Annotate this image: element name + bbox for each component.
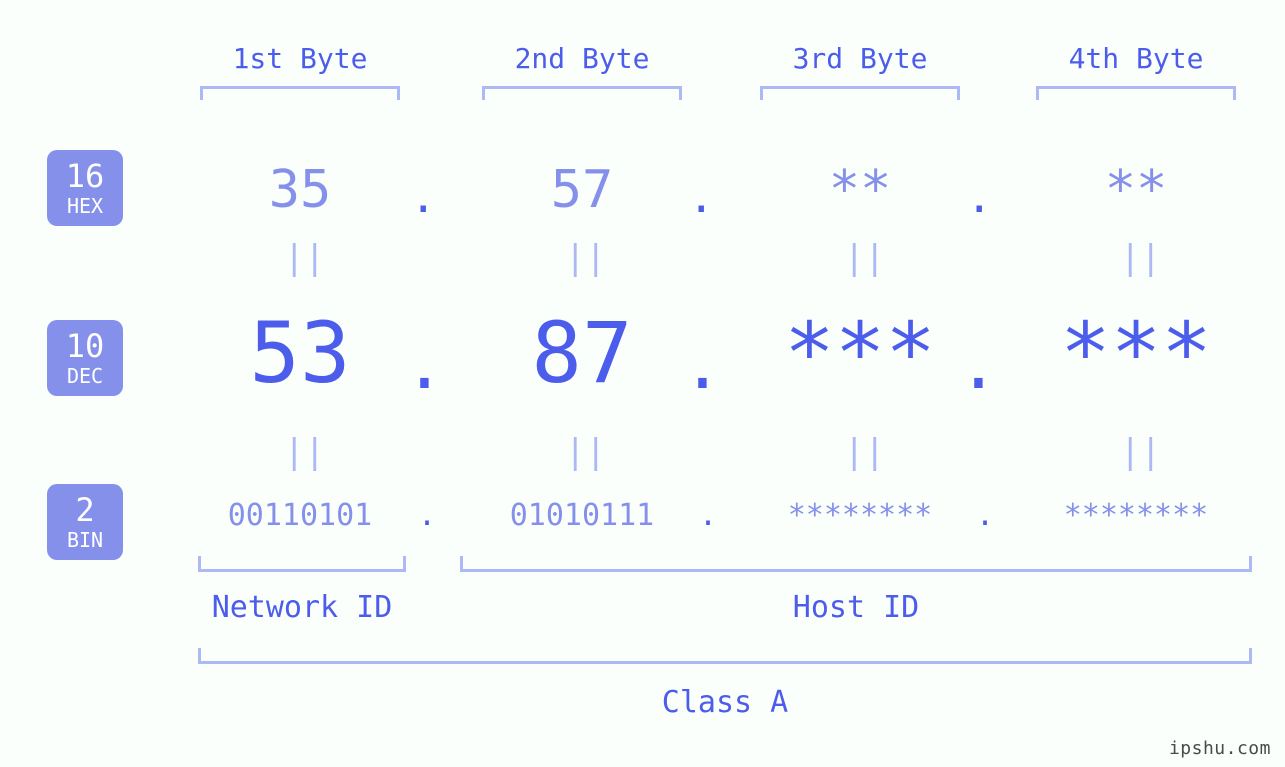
hex-byte-2: 57	[482, 160, 682, 220]
top-bracket-3	[760, 86, 960, 100]
network-id-label: Network ID	[198, 590, 406, 625]
equals-1-2: ||	[565, 238, 606, 278]
bin-dot-1: .	[418, 498, 436, 533]
equals-2-2: ||	[565, 432, 606, 472]
top-bracket-4	[1036, 86, 1236, 100]
dec-byte-3: ***	[740, 304, 980, 402]
class-bracket	[198, 648, 1252, 664]
hex-byte-1: 35	[200, 160, 400, 220]
dec-byte-4: ***	[1016, 304, 1256, 402]
base-badge-hex-num: 16	[47, 150, 123, 192]
top-bracket-1	[200, 86, 400, 100]
base-badge-hex-label: HEX	[47, 192, 123, 216]
hex-dot-3: .	[966, 172, 993, 223]
base-badge-dec-label: DEC	[47, 362, 123, 386]
byte-header-2: 2nd Byte	[462, 42, 702, 75]
base-badge-bin-num: 2	[47, 484, 123, 526]
bin-byte-4: ********	[1016, 498, 1256, 533]
equals-2-1: ||	[284, 432, 325, 472]
bin-byte-3: ********	[740, 498, 980, 533]
byte-header-4: 4th Byte	[1016, 42, 1256, 75]
base-badge-bin-label: BIN	[47, 526, 123, 550]
equals-1-4: ||	[1120, 238, 1161, 278]
bin-byte-1: 00110101	[180, 498, 420, 533]
bin-byte-2: 01010111	[462, 498, 702, 533]
dec-dot-3: .	[958, 326, 999, 405]
dec-byte-2: 87	[462, 304, 702, 402]
equals-1-1: ||	[284, 238, 325, 278]
hex-dot-2: .	[688, 172, 715, 223]
byte-header-1: 1st Byte	[180, 42, 420, 75]
hex-dot-1: .	[410, 172, 437, 223]
dec-dot-1: .	[404, 326, 445, 405]
dec-byte-1: 53	[180, 304, 420, 402]
class-label: Class A	[198, 685, 1252, 720]
watermark: ipshu.com	[1169, 738, 1271, 759]
hex-byte-3: **	[760, 160, 960, 220]
network-bracket	[198, 556, 406, 572]
byte-header-3: 3rd Byte	[740, 42, 980, 75]
bin-dot-3: .	[976, 498, 994, 533]
base-badge-dec-num: 10	[47, 320, 123, 362]
base-badge-bin: 2 BIN	[47, 484, 123, 560]
equals-2-3: ||	[844, 432, 885, 472]
base-badge-dec: 10 DEC	[47, 320, 123, 396]
ip-diagram: 1st Byte 2nd Byte 3rd Byte 4th Byte 16 H…	[0, 0, 1285, 767]
host-id-label: Host ID	[460, 590, 1252, 625]
equals-1-3: ||	[844, 238, 885, 278]
bin-dot-2: .	[699, 498, 717, 533]
equals-2-4: ||	[1120, 432, 1161, 472]
dec-dot-2: .	[682, 326, 723, 405]
hex-byte-4: **	[1036, 160, 1236, 220]
top-bracket-2	[482, 86, 682, 100]
base-badge-hex: 16 HEX	[47, 150, 123, 226]
host-bracket	[460, 556, 1252, 572]
